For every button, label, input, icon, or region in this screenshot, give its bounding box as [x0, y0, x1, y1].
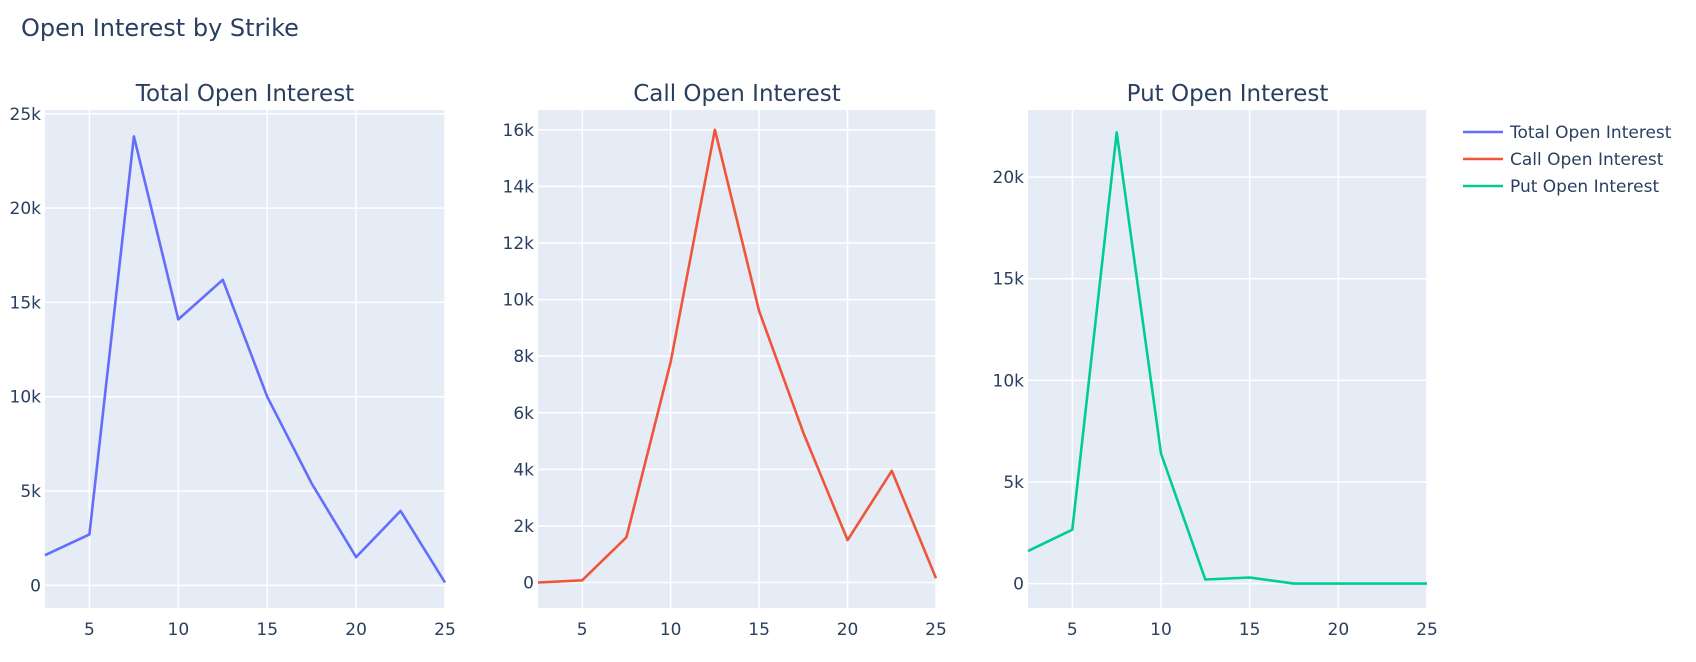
y-tick-label: 6k — [513, 404, 534, 424]
y-tick-label: 20k — [10, 199, 42, 219]
legend-label: Total Open Interest — [1509, 123, 1672, 143]
x-tick-label: 5 — [1067, 620, 1078, 640]
y-tick-label: 8k — [513, 347, 534, 367]
x-tick-label: 10 — [1150, 620, 1172, 640]
x-tick-label: 20 — [837, 620, 859, 640]
y-tick-label: 10k — [993, 371, 1025, 391]
x-tick-label: 25 — [925, 620, 947, 640]
x-tick-label: 15 — [256, 620, 278, 640]
legend-item[interactable]: Call Open Interest — [1463, 150, 1664, 170]
series-line[interactable] — [537, 128, 938, 584]
y-tick-label: 10k — [503, 291, 535, 311]
series-line[interactable] — [44, 135, 447, 584]
legend-label: Put Open Interest — [1510, 177, 1659, 197]
y-tick-label: 0 — [30, 576, 41, 596]
plot-background — [1028, 110, 1427, 608]
y-tick-label: 5k — [20, 482, 41, 502]
y-tick-label: 16k — [503, 121, 535, 141]
x-tick-label: 5 — [577, 620, 588, 640]
y-tick-label: 4k — [513, 460, 534, 480]
x-tick-label: 15 — [748, 620, 770, 640]
y-tick-label: 2k — [513, 517, 534, 537]
y-tick-label: 0 — [523, 574, 534, 594]
y-tick-label: 10k — [10, 388, 42, 408]
subplot-title: Total Open Interest — [135, 81, 354, 107]
x-tick-label: 25 — [1416, 620, 1438, 640]
plot-background — [538, 110, 936, 608]
y-tick-label: 14k — [503, 177, 535, 197]
subplot-2: 0 2k 4k 6k 8k 10k 12k 14k 16k 5 10 15 20 25 Call Open … — [503, 81, 947, 640]
plot-background — [45, 110, 445, 608]
subplot-1: 0 5k 10k 15k 20k 25k 5 10 15 20 25 Total Open Inter… — [10, 81, 456, 640]
x-tick-label: 20 — [345, 620, 367, 640]
x-tick-label: 10 — [168, 620, 190, 640]
y-tick-label: 20k — [993, 168, 1025, 188]
x-tick-label: 25 — [434, 620, 456, 640]
subplot-panels: 0 5k 10k 15k 20k 25k 5 10 15 20 25 Total Open Inter… — [10, 81, 1438, 640]
x-tick-label: 15 — [1239, 620, 1261, 640]
page-title: Open Interest by Strike — [21, 14, 299, 42]
x-tick-label: 20 — [1328, 620, 1350, 640]
y-tick-label: 25k — [10, 105, 42, 125]
y-tick-label: 15k — [993, 270, 1025, 290]
y-tick-label: 12k — [503, 234, 535, 254]
legend-item[interactable]: Total Open Interest — [1463, 123, 1672, 143]
subplot-3: 0 5k 10k 15k 20k 5 10 15 20 25 Put Open Interest — [993, 81, 1438, 640]
series-line[interactable] — [1027, 131, 1427, 585]
subplot-title: Put Open Interest — [1127, 81, 1329, 107]
legend-item[interactable]: Put Open Interest — [1463, 177, 1659, 197]
x-tick-label: 10 — [660, 620, 682, 640]
legend[interactable]: Total Open Interest Call Open Interest Put… — [1463, 123, 1672, 197]
subplot-title: Call Open Interest — [633, 81, 841, 107]
x-tick-label: 5 — [84, 620, 95, 640]
y-tick-label: 5k — [1003, 473, 1024, 493]
y-tick-label: 15k — [10, 293, 42, 313]
y-tick-label: 0 — [1013, 575, 1024, 595]
legend-label: Call Open Interest — [1510, 150, 1664, 170]
